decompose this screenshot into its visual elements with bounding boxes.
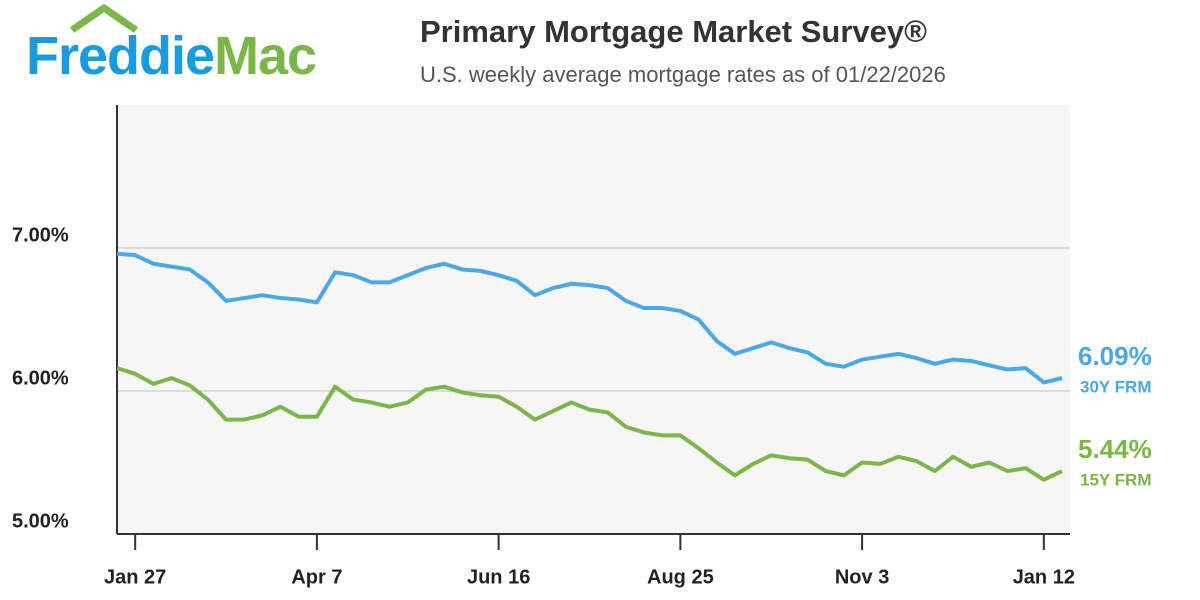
legend-label: 15Y FRM xyxy=(1080,471,1152,490)
x-tick-label: Apr 7 xyxy=(291,566,342,588)
end-value-label: 6.09% xyxy=(1078,341,1152,371)
logo-second: Mac xyxy=(214,26,316,86)
line-series xyxy=(116,251,1063,385)
y-tick-label: 7.00% xyxy=(12,224,69,246)
x-tick-label: Jan 27 xyxy=(104,566,166,588)
plot-area xyxy=(117,105,1070,534)
legend-label: 30Y FRM xyxy=(1080,378,1152,397)
x-tick-label: Aug 25 xyxy=(647,566,714,588)
y-tick-label: 5.00% xyxy=(12,510,69,532)
logo-first: Freddie xyxy=(26,26,214,86)
x-tick-label: Jun 16 xyxy=(467,566,530,588)
x-tick-label: Nov 3 xyxy=(835,566,889,588)
chart-title: Primary Mortgage Market Survey® xyxy=(420,14,927,49)
y-tick-label: 6.00% xyxy=(12,367,69,389)
x-tick-label: Jan 12 xyxy=(1013,566,1075,588)
logo: FreddieMac xyxy=(26,26,316,86)
logo-roof xyxy=(70,3,138,33)
chart-subtitle: U.S. weekly average mortgage rates as of… xyxy=(420,62,946,87)
line-series xyxy=(116,366,1063,482)
end-value-label: 5.44% xyxy=(1078,434,1152,464)
